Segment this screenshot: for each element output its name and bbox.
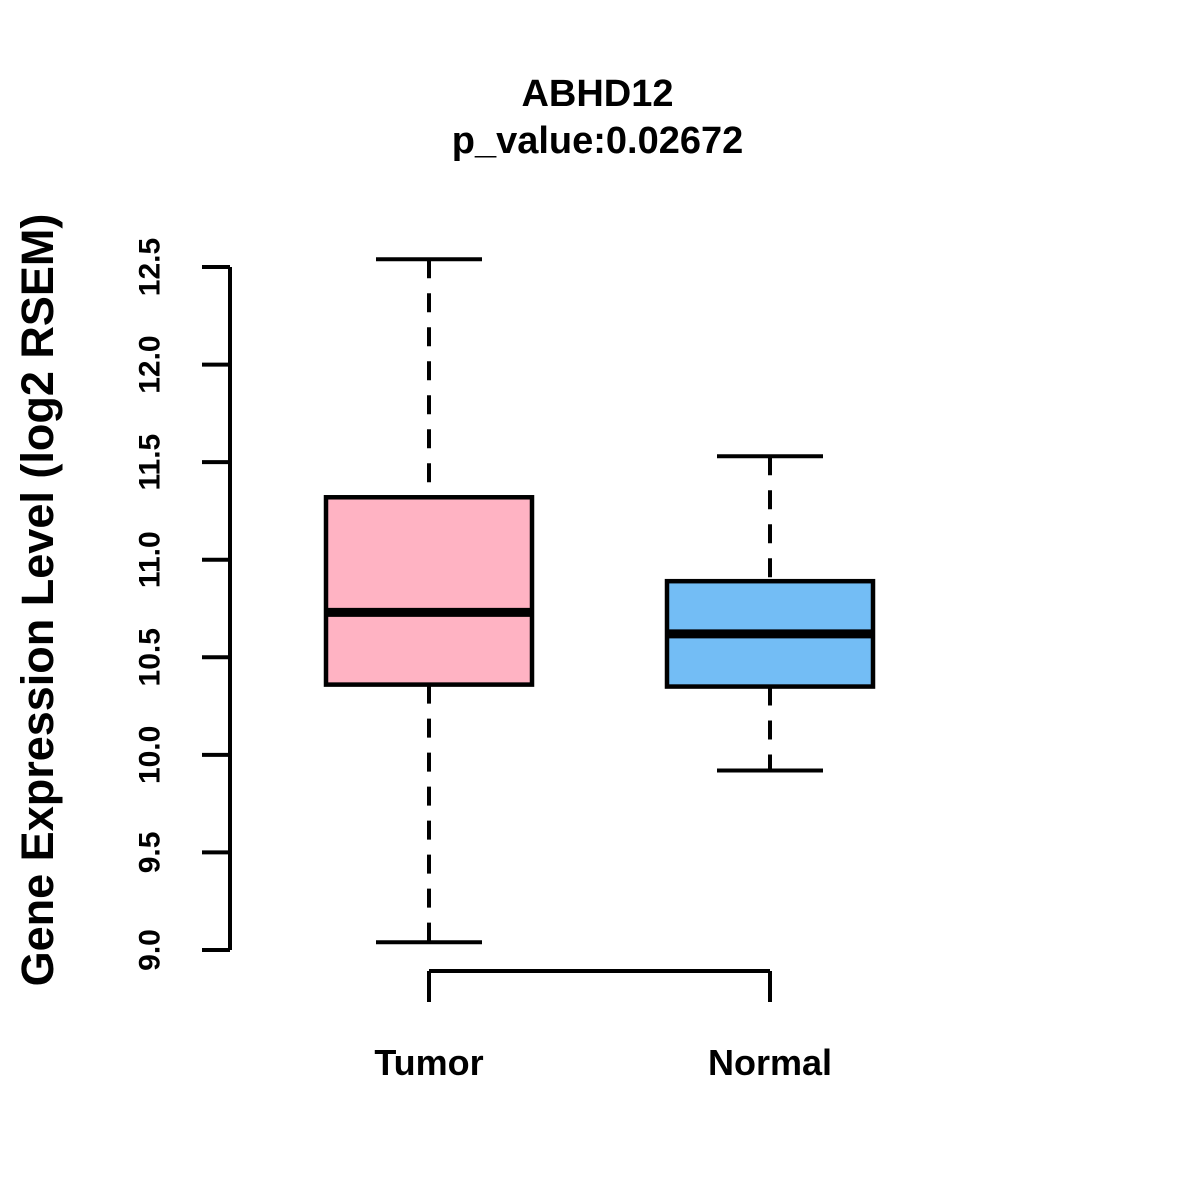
box-tumor — [323, 495, 535, 687]
y-tick-label: 11.0 — [134, 531, 167, 588]
y-tick-label: 12.5 — [134, 238, 167, 296]
y-tick-label: 10.5 — [134, 628, 167, 686]
group-label-tumor: Tumor — [374, 1042, 484, 1083]
chart-title: ABHD12 — [521, 73, 674, 115]
group-label-normal: Normal — [707, 1042, 833, 1083]
y-tick-label: 10.0 — [134, 726, 167, 784]
chart-subtitle-pvalue: p_value:0.02672 — [451, 120, 744, 162]
y-tick-label: 9.0 — [134, 929, 167, 971]
y-tick-label: 12.0 — [134, 335, 167, 393]
y-tick-label: 11.5 — [134, 434, 167, 491]
y-tick-label: 9.5 — [134, 832, 167, 874]
